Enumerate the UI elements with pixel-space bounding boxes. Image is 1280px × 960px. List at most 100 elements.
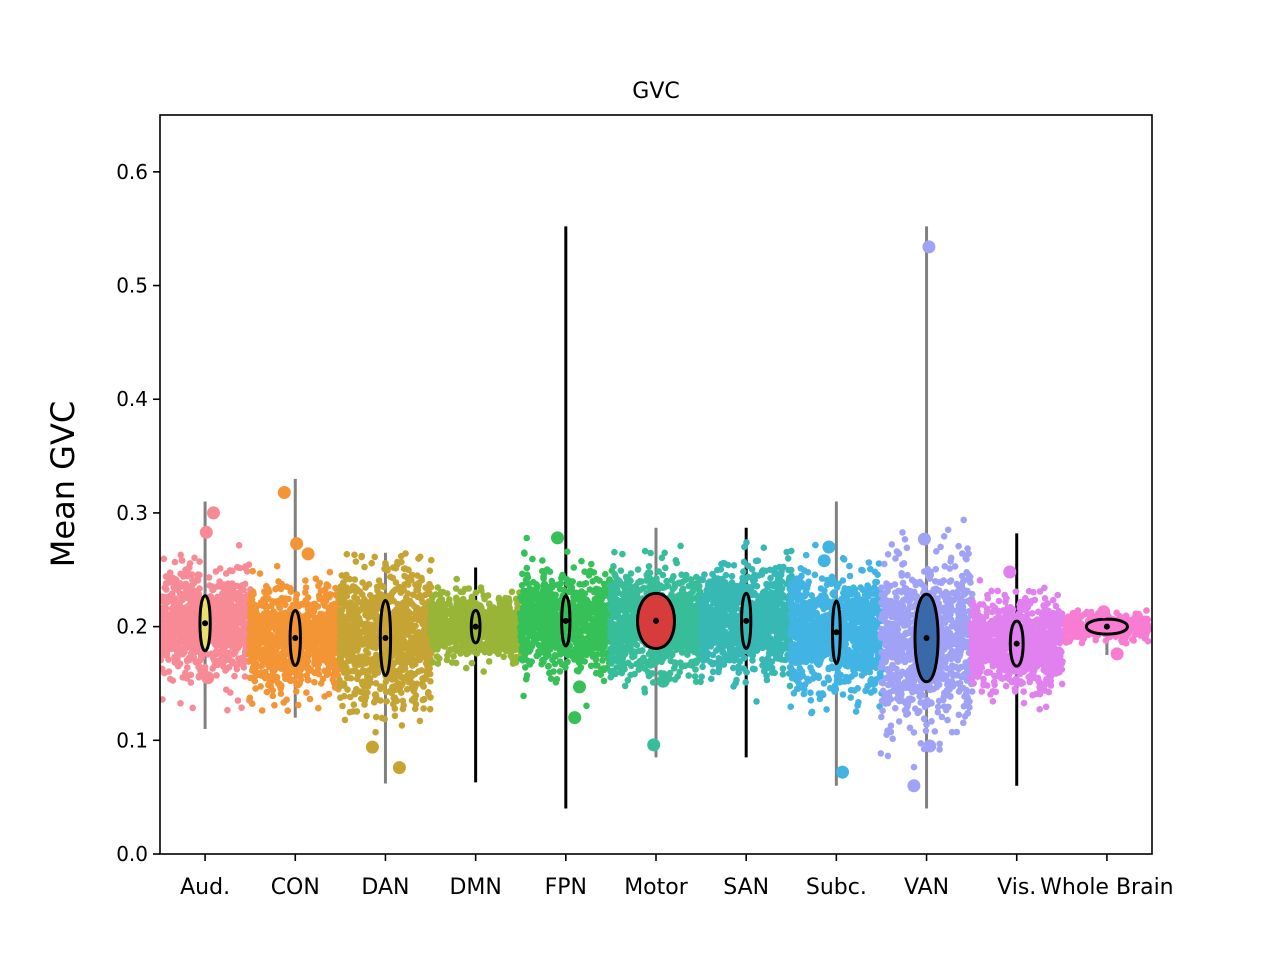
data-point [677, 542, 684, 550]
data-point [358, 599, 365, 606]
data-point [588, 560, 595, 568]
data-point [589, 636, 596, 644]
data-point [535, 602, 543, 609]
data-point [181, 625, 188, 633]
data-point [318, 646, 326, 654]
median-marker [472, 623, 479, 630]
data-point [556, 668, 564, 675]
data-point [394, 611, 402, 619]
data-point [302, 664, 310, 671]
data-point [189, 704, 196, 712]
chart-marks [160, 226, 1152, 809]
data-point [311, 600, 319, 608]
data-point [317, 680, 325, 687]
data-point [575, 613, 582, 621]
data-point [307, 631, 314, 639]
data-point [283, 696, 290, 703]
data-point [206, 582, 213, 589]
data-point [601, 580, 608, 588]
data-point [320, 599, 327, 607]
data-point [434, 618, 442, 626]
data-point [283, 583, 291, 590]
data-point [589, 617, 596, 625]
data-point [505, 595, 512, 602]
data-point [580, 608, 587, 615]
data-point [508, 639, 515, 647]
data-point [411, 670, 419, 678]
data-point [240, 664, 248, 671]
data-point [305, 601, 313, 609]
data-point [177, 551, 184, 559]
data-point [485, 658, 493, 665]
data-point [217, 630, 225, 638]
data-point [164, 622, 172, 629]
data-point [182, 669, 189, 677]
data-point [337, 694, 344, 701]
data-point [213, 672, 220, 679]
data-point [348, 586, 355, 593]
data-point [169, 642, 177, 650]
data-point [370, 630, 377, 637]
data-point [500, 653, 508, 661]
data-point [163, 642, 171, 650]
data-point [304, 594, 312, 601]
data-point [414, 586, 422, 594]
data-point [419, 598, 426, 606]
data-point [409, 615, 417, 623]
data-point [382, 688, 390, 696]
data-point [263, 582, 270, 590]
data-point [594, 662, 601, 669]
data-point [537, 616, 544, 623]
data-point [577, 664, 584, 672]
data-point [189, 650, 197, 657]
data-point [568, 584, 576, 591]
data-point [488, 637, 496, 644]
data-point [371, 640, 378, 647]
data-point [375, 590, 383, 598]
data-point [390, 564, 397, 571]
data-point [363, 620, 371, 628]
data-point [398, 640, 406, 647]
data-point [410, 695, 418, 702]
group-4 [426, 567, 525, 783]
data-point [520, 623, 528, 630]
data-point [167, 675, 174, 683]
data-point [183, 675, 191, 682]
data-point [181, 648, 188, 656]
data-point [570, 632, 577, 639]
data-point [276, 680, 283, 688]
data-point [546, 646, 554, 653]
data-point [238, 582, 246, 589]
data-point [362, 693, 370, 701]
data-point [453, 575, 461, 583]
data-point [187, 587, 195, 594]
data-point [234, 641, 242, 648]
data-point [483, 609, 491, 617]
data-point [273, 562, 281, 570]
data-point [574, 648, 581, 656]
data-point [177, 630, 185, 637]
data-point [460, 608, 467, 616]
data-point [326, 568, 334, 576]
data-point [624, 677, 632, 684]
data-point [601, 643, 608, 651]
data-point [401, 581, 408, 588]
data-point [279, 627, 287, 635]
data-point [271, 647, 278, 655]
data-point [268, 602, 275, 610]
data-point [198, 654, 205, 662]
data-point [397, 683, 404, 690]
data-point [447, 646, 454, 653]
data-point [380, 583, 387, 591]
data-point [350, 701, 358, 708]
data-point [420, 695, 428, 703]
data-point [251, 602, 258, 610]
data-point [566, 578, 574, 585]
data-point [578, 657, 585, 664]
data-point [408, 621, 415, 629]
data-point [223, 665, 230, 672]
data-point [426, 567, 434, 574]
data-point [160, 696, 166, 703]
y-axis-label: Mean GVC [44, 401, 82, 567]
data-point [346, 708, 354, 716]
